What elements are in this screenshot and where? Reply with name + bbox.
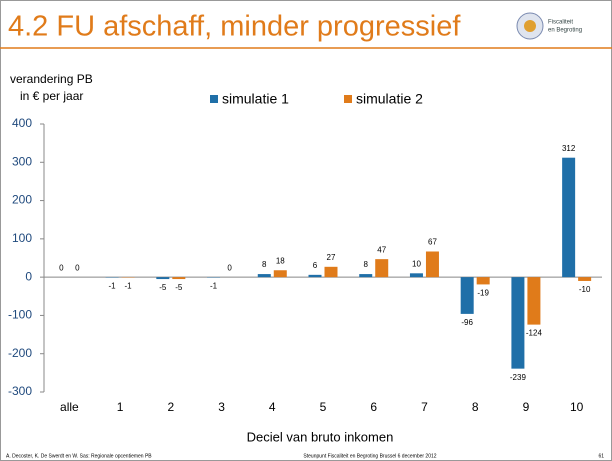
data-label: 0 xyxy=(59,263,64,272)
logo-text: en Begroting xyxy=(548,28,582,34)
data-label: -10 xyxy=(579,285,591,294)
bar xyxy=(527,277,541,325)
y-tick-label: -100 xyxy=(8,308,32,322)
legend-label: simulatie 2 xyxy=(356,91,423,107)
bar xyxy=(308,274,322,278)
data-label: -1 xyxy=(125,282,133,291)
data-label: 18 xyxy=(276,256,285,265)
data-label: 8 xyxy=(364,260,369,269)
x-axis-label: Deciel van bruto inkomen xyxy=(247,429,394,444)
y-axis-label: in € per jaar xyxy=(20,89,83,103)
y-tick-label: 200 xyxy=(12,193,32,207)
logo-text: Fiscaliteit xyxy=(548,20,573,26)
bar xyxy=(460,277,474,314)
bar xyxy=(172,277,186,280)
y-tick-label: 300 xyxy=(12,154,32,168)
x-tick-label: 3 xyxy=(218,400,225,414)
data-label: 0 xyxy=(75,263,80,272)
bar xyxy=(476,277,490,285)
footer-left: A. Decoster, K. De Swerdt en W. Sas: Reg… xyxy=(6,453,152,459)
data-label: 67 xyxy=(428,238,437,247)
y-tick-label: -200 xyxy=(8,346,32,360)
x-tick-label: 10 xyxy=(570,400,584,414)
data-label: -1 xyxy=(109,282,117,291)
x-tick-label: 8 xyxy=(472,400,479,414)
legend-label: simulatie 1 xyxy=(222,91,289,107)
x-tick-label: alle xyxy=(60,400,79,414)
bar xyxy=(511,277,525,369)
bar xyxy=(409,273,423,278)
page-number: 61 xyxy=(598,453,604,459)
bar xyxy=(425,251,439,278)
data-label: -124 xyxy=(526,329,543,338)
data-label: 312 xyxy=(562,144,576,153)
bar xyxy=(156,277,170,280)
bar xyxy=(257,274,271,278)
bar xyxy=(359,274,373,278)
bar xyxy=(375,259,389,278)
x-tick-label: 6 xyxy=(370,400,377,414)
y-axis-label: verandering PB xyxy=(10,72,93,86)
data-label: 6 xyxy=(313,261,318,270)
x-tick-label: 2 xyxy=(167,400,174,414)
bar xyxy=(562,157,576,278)
data-label: 8 xyxy=(262,260,267,269)
bar xyxy=(324,266,338,278)
data-label: 47 xyxy=(377,245,386,254)
data-label: 0 xyxy=(227,263,232,272)
data-label: -5 xyxy=(175,283,183,292)
y-tick-label: 0 xyxy=(25,269,32,283)
data-label: -5 xyxy=(159,283,167,292)
legend-swatch xyxy=(344,95,352,103)
data-label: -1 xyxy=(210,282,218,291)
x-tick-label: 9 xyxy=(523,400,530,414)
data-label: 10 xyxy=(412,259,421,268)
x-tick-label: 7 xyxy=(421,400,428,414)
y-tick-label: -300 xyxy=(8,384,32,398)
y-tick-label: 100 xyxy=(12,231,32,245)
logo-icon-core xyxy=(524,20,536,32)
legend-swatch xyxy=(210,95,218,103)
x-tick-label: 4 xyxy=(269,400,276,414)
data-label: -96 xyxy=(461,318,473,327)
footer-center: Steunpunt Fiscaliteit en Begroting Bruss… xyxy=(303,453,436,459)
y-tick-label: 400 xyxy=(12,116,32,130)
bar xyxy=(273,270,287,278)
slide-title: 4.2 FU afschaff, minder progressief xyxy=(8,11,461,43)
data-label: -19 xyxy=(477,289,489,298)
x-tick-label: 1 xyxy=(117,400,124,414)
data-label: 27 xyxy=(327,253,336,262)
x-tick-label: 5 xyxy=(320,400,327,414)
data-label: -239 xyxy=(510,373,527,382)
bar xyxy=(578,277,592,281)
